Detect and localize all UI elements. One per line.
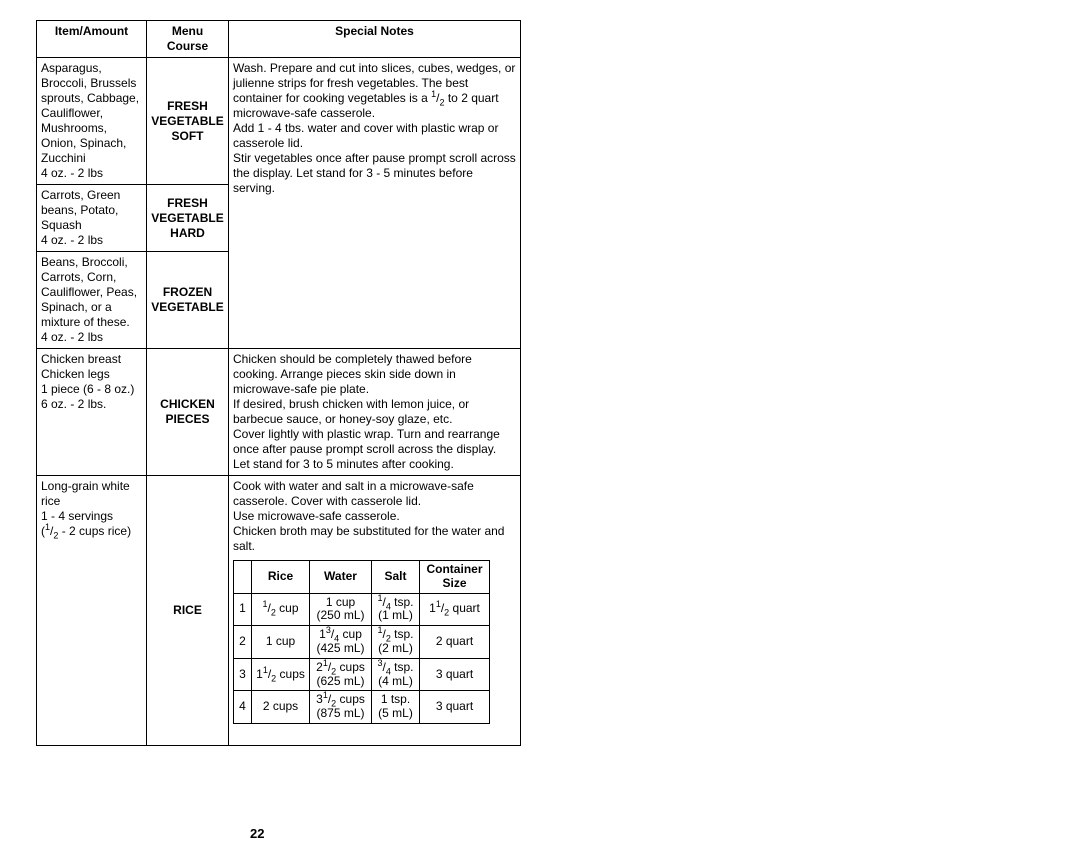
ir1-cont: 11/2 quart [420, 593, 490, 626]
page-number: 22 [250, 826, 1080, 841]
inner-hdr-blank [234, 561, 252, 594]
rice-inner-table: Rice Water Salt Container Size 1 1/2 cup… [233, 560, 490, 724]
ir4-n: 4 [234, 691, 252, 724]
item-veg-frozen: Beans, Broccoli, Carrots, Corn, Cauliflo… [37, 252, 147, 349]
frac-half: 1/2 [431, 91, 444, 105]
notes-vegetables: Wash. Prepare and cut into slices, cubes… [229, 58, 521, 349]
ir2-n: 2 [234, 626, 252, 659]
course-veg-hard: FRESH VEGETABLE HARD [147, 185, 229, 252]
inner-row-2: 2 1 cup 13/4 cup(425 mL) 1/2 tsp.(2 mL) … [234, 626, 490, 659]
ir3-water: 21/2 cups(625 mL) [310, 658, 372, 691]
rice-item-l3s: - 2 cups rice) [58, 524, 131, 538]
frac-half-2: 1/2 [45, 524, 58, 538]
row-chicken: Chicken breastChicken legs1 piece (6 - 8… [37, 349, 521, 476]
inner-row-3: 3 11/2 cups 21/2 cups(625 mL) 3/4 tsp.(4… [234, 658, 490, 691]
inner-hdr-salt: Salt [372, 561, 420, 594]
notes-chicken: Chicken should be completely thawed befo… [229, 349, 521, 476]
ir4-rice: 2 cups [252, 691, 310, 724]
item-veg-hard: Carrots, Green beans, Potato, Squash4 oz… [37, 185, 147, 252]
inner-header-row: Rice Water Salt Container Size [234, 561, 490, 594]
ir2-salt: 1/2 tsp.(2 mL) [372, 626, 420, 659]
ir1-rice: 1/2 cup [252, 593, 310, 626]
rice-item-l2: 1 - 4 servings [41, 509, 113, 523]
item-veg-soft: Asparagus, Broccoli, Brussels sprouts, C… [37, 58, 147, 185]
ir2-water: 13/4 cup(425 mL) [310, 626, 372, 659]
ir1-n: 1 [234, 593, 252, 626]
row-veg-soft: Asparagus, Broccoli, Brussels sprouts, C… [37, 58, 521, 185]
inner-row-4: 4 2 cups 31/2 cups(875 mL) 1 tsp.(5 mL) … [234, 691, 490, 724]
item-chicken: Chicken breastChicken legs1 piece (6 - 8… [37, 349, 147, 476]
inner-row-1: 1 1/2 cup 1 cup(250 mL) 1/4 tsp.(1 mL) 1… [234, 593, 490, 626]
cooking-guide-table: Item/Amount Menu Course Special Notes As… [36, 20, 521, 746]
ir3-rice: 11/2 cups [252, 658, 310, 691]
ir2-rice: 1 cup [252, 626, 310, 659]
ir3-cont: 3 quart [420, 658, 490, 691]
ir3-n: 3 [234, 658, 252, 691]
rice-item-l1: Long-grain white rice [41, 479, 130, 508]
course-veg-frozen: FROZEN VEGETABLE [147, 252, 229, 349]
ir1-salt: 1/4 tsp.(1 mL) [372, 593, 420, 626]
course-rice: RICE [147, 476, 229, 746]
course-chicken: CHICKEN PIECES [147, 349, 229, 476]
inner-hdr-cont: Container Size [420, 561, 490, 594]
notes-rice: Cook with water and salt in a microwave-… [229, 476, 521, 746]
inner-hdr-water: Water [310, 561, 372, 594]
inner-hdr-rice: Rice [252, 561, 310, 594]
ir4-cont: 3 quart [420, 691, 490, 724]
header-row: Item/Amount Menu Course Special Notes [37, 21, 521, 58]
hdr-item: Item/Amount [37, 21, 147, 58]
ir1-water: 1 cup(250 mL) [310, 593, 372, 626]
ir2-cont: 2 quart [420, 626, 490, 659]
rice-intro: Cook with water and salt in a microwave-… [233, 479, 504, 553]
item-rice: Long-grain white rice 1 - 4 servings (1/… [37, 476, 147, 746]
hdr-notes: Special Notes [229, 21, 521, 58]
hdr-course: Menu Course [147, 21, 229, 58]
row-rice: Long-grain white rice 1 - 4 servings (1/… [37, 476, 521, 746]
ir4-water: 31/2 cups(875 mL) [310, 691, 372, 724]
ir3-salt: 3/4 tsp.(4 mL) [372, 658, 420, 691]
ir4-salt: 1 tsp.(5 mL) [372, 691, 420, 724]
veg-note-p3: Add 1 - 4 tbs. water and cover with plas… [233, 121, 498, 150]
veg-note-p4: Stir vegetables once after pause prompt … [233, 151, 516, 195]
course-veg-soft: FRESH VEGETABLE SOFT [147, 58, 229, 185]
